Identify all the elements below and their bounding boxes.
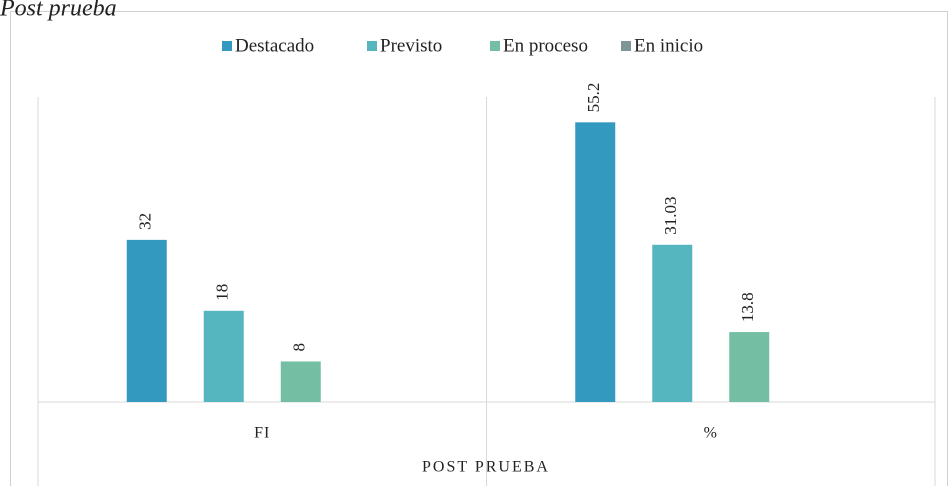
legend-swatch <box>222 41 232 51</box>
data-label: 55.2 <box>584 83 603 113</box>
legend-label: En inicio <box>634 35 703 56</box>
legend-label: En proceso <box>503 35 588 56</box>
legend-label: Previsto <box>380 35 442 56</box>
chart-title: Post prueba <box>0 0 117 22</box>
chart-border <box>10 11 948 486</box>
data-label: 8 <box>290 343 309 352</box>
title-bg <box>0 0 200 11</box>
legend-swatch <box>367 41 377 51</box>
legend-swatch <box>490 41 500 51</box>
bar <box>575 122 616 402</box>
data-label: 13.8 <box>738 292 757 322</box>
x-tick-label: FI <box>254 425 270 442</box>
x-axis-title: POST PRUEBA <box>422 459 550 476</box>
bar <box>280 361 321 402</box>
data-label: 32 <box>136 213 155 230</box>
data-label: 31.03 <box>661 197 680 235</box>
bar <box>126 239 167 402</box>
legend-swatch <box>621 41 631 51</box>
bar <box>729 332 770 402</box>
legend-label: Destacado <box>235 35 314 56</box>
x-tick-label: % <box>704 425 718 442</box>
bar <box>203 310 244 402</box>
bar <box>652 244 693 402</box>
data-label: 18 <box>213 284 232 301</box>
